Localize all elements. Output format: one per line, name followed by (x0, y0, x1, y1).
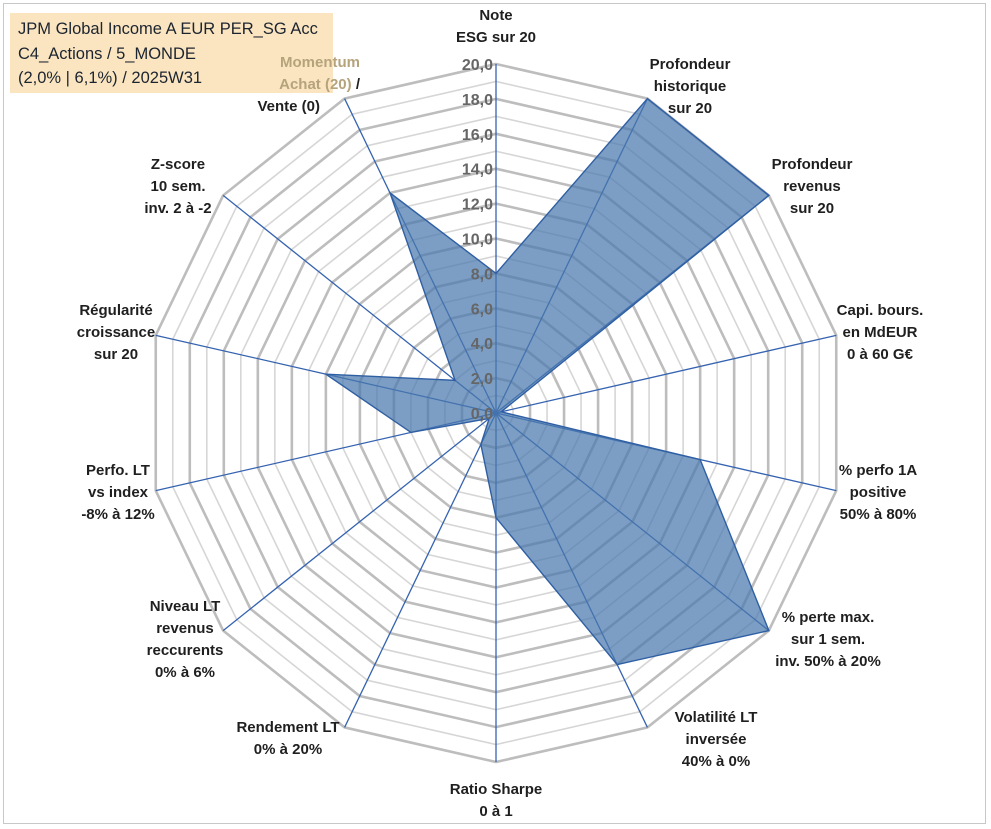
axis-spoke (495, 334, 837, 414)
axis-spoke (222, 412, 497, 632)
axis-label-line: Achat (20) (279, 76, 352, 93)
tick-label: 16,0 (462, 127, 493, 144)
tick-label: 8,0 (471, 266, 493, 283)
axis-label-line: 50% à 80% (839, 506, 917, 523)
axis-label-line: Régularité (79, 302, 153, 319)
axis-label-line: 10 sem. (150, 178, 206, 195)
axis-label: Ratio Sharpe 0 à 1 (450, 779, 543, 823)
axis-label: Perfo. LT vs index -8% à 12% (81, 460, 154, 526)
axis-label-line: 0% à 20% (253, 741, 323, 758)
axis-label: Momentum Achat (20) / Vente (0) (244, 52, 360, 118)
tick-label: 18,0 (462, 92, 493, 109)
axis-label-line: Note (479, 7, 513, 24)
axis-label-line: Momentum (280, 54, 360, 71)
tick-label: 2,0 (471, 371, 493, 388)
axis-label-line: Volatilité LT (674, 709, 758, 726)
axis-label-line: reccurents (146, 642, 224, 659)
axis-label-line: 0 à 1 (479, 803, 513, 820)
fund-title-box: JPM Global Income A EUR PER_SG Acc C4_Ac… (10, 13, 333, 93)
axis-label: Niveau LT revenus reccurents 0% à 6% (147, 596, 224, 684)
axis-label-line: revenus (783, 178, 841, 195)
axis-label: Profondeur revenus sur 20 (772, 154, 853, 220)
axis-label: Volatilité LT inversée 40% à 0% (675, 707, 758, 773)
radar-series (323, 97, 770, 666)
axis-label-line: inversée (685, 731, 747, 748)
axis-label-line: % perte max. (781, 609, 875, 626)
axis-label: Z-score 10 sem. inv. 2 à -2 (144, 154, 211, 220)
axis-label-line: 0 à 60 G€ (847, 346, 913, 363)
axis-label-line: 40% à 0% (681, 753, 751, 770)
axis-label-line: -8% à 12% (81, 506, 155, 523)
tick-label: 14,0 (462, 162, 493, 179)
axis-label-line: Vente (0) (257, 98, 320, 115)
tick-label: 10,0 (462, 232, 493, 249)
axis-label-line: vs index (87, 484, 149, 501)
tick-label: 20,0 (462, 57, 493, 74)
axis-label-line: sur 20 (789, 200, 835, 217)
axis-label-line: Capi. bours. (836, 302, 924, 319)
axis-label: Note ESG sur 20 (456, 5, 536, 49)
fund-category: C4_Actions / 5_MONDE (18, 44, 196, 63)
axis-label: Profondeur historique sur 20 (650, 54, 731, 120)
axis-label-line: inv. 50% à 20% (775, 653, 881, 670)
axis-label-line: / (351, 76, 360, 93)
axis-label-line: inv. 2 à -2 (144, 200, 212, 217)
axis-label-line: Rendement LT (236, 719, 340, 736)
axis-label-line: Perfo. LT (86, 462, 150, 479)
tick-label: 4,0 (471, 336, 493, 353)
radar-tick-labels: 0,0 2,0 4,0 6,0 8,0 10,0 12,0 14,0 16,0 18,0 20,0 (462, 57, 493, 423)
axis-label-line: en MdEUR (842, 324, 918, 341)
axis-spoke (343, 412, 497, 728)
axis-label: Régularité croissance sur 20 (77, 300, 155, 366)
axis-label-line: Niveau LT (149, 598, 221, 615)
axis-label: % perte max. sur 1 sem. inv. 50% à 20% (775, 607, 881, 673)
axis-label-line: revenus (156, 620, 214, 637)
axis-label-line: sur 20 (93, 346, 139, 363)
axis-label-line: sur 20 (667, 100, 713, 117)
fund-stats: (2,0% | 6,1%) / 2025W31 (18, 69, 203, 87)
axis-label-line: Z-score (150, 156, 206, 173)
tick-label: 12,0 (462, 197, 493, 214)
axis-label-line: % perfo 1A (838, 462, 918, 479)
axis-label-line: Ratio Sharpe (449, 781, 543, 798)
tick-label: 6,0 (471, 301, 493, 318)
series-area (323, 97, 770, 666)
axis-label-line: sur 1 sem. (790, 631, 866, 648)
axis-label: Rendement LT 0% à 20% (236, 717, 339, 761)
axis-label-line: croissance (76, 324, 156, 341)
axis-label-line: positive (849, 484, 907, 501)
axis-label-line: Profondeur (771, 156, 853, 173)
axis-spoke (222, 194, 497, 414)
axis-label-line: ESG sur 20 (455, 29, 537, 46)
tick-label: 0,0 (471, 406, 493, 423)
axis-label: % perfo 1A positive 50% à 80% (839, 460, 917, 526)
axis-label-line: Profondeur (649, 56, 731, 73)
axis-label: Capi. bours. en MdEUR 0 à 60 G€ (837, 300, 924, 366)
axis-label-line: historique (653, 78, 727, 95)
axis-label-line: 0% à 6% (154, 664, 216, 681)
fund-name: JPM Global Income A EUR PER_SG Acc (18, 20, 318, 38)
